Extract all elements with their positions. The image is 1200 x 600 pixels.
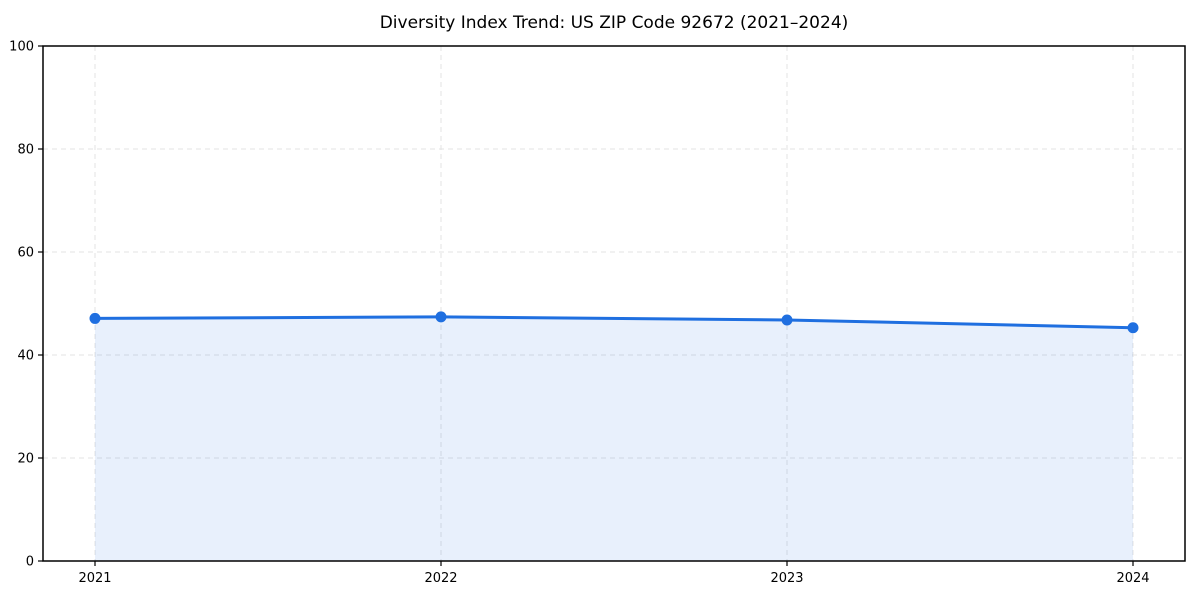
chart-title: Diversity Index Trend: US ZIP Code 92672… bbox=[379, 13, 849, 33]
y-tick-label: 40 bbox=[17, 349, 34, 364]
data-point-2022 bbox=[435, 311, 447, 323]
data-point-2023 bbox=[781, 314, 793, 326]
x-tick-label: 2021 bbox=[78, 571, 111, 586]
x-tick-label: 2023 bbox=[770, 571, 803, 586]
trend-line bbox=[93, 315, 1135, 330]
data-point-2024 bbox=[1127, 322, 1139, 334]
y-tick-label: 80 bbox=[17, 143, 34, 158]
area-fill bbox=[95, 316, 1133, 561]
y-tick-label: 0 bbox=[26, 555, 34, 570]
x-tick-label: 2024 bbox=[1116, 571, 1149, 586]
x-tick-label: 2022 bbox=[424, 571, 457, 586]
y-tick-label: 20 bbox=[17, 452, 34, 467]
plot-border bbox=[42, 45, 1186, 562]
y-tick-label: 60 bbox=[17, 246, 34, 261]
data-point-2021 bbox=[89, 312, 101, 324]
y-tick-label: 100 bbox=[9, 40, 34, 55]
